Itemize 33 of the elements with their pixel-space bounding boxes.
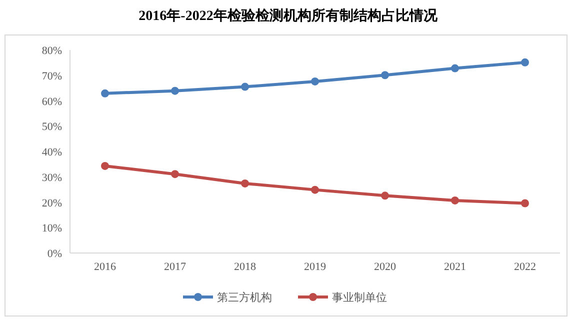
x-tick-label: 2022 xyxy=(514,261,536,273)
y-tick-label: 60% xyxy=(42,96,62,108)
y-tick-label: 70% xyxy=(42,70,62,82)
x-tick-label: 2021 xyxy=(444,261,466,273)
x-tick-label: 2020 xyxy=(374,261,396,273)
point xyxy=(241,179,249,188)
y-tick-label: 30% xyxy=(42,172,62,184)
point xyxy=(101,162,109,170)
point xyxy=(451,64,459,72)
x-tick-label: 2019 xyxy=(304,261,326,273)
y-tick-label: 40% xyxy=(42,146,62,158)
point xyxy=(381,71,389,80)
point xyxy=(311,186,319,194)
y-tick-label: 20% xyxy=(42,197,62,210)
point xyxy=(311,77,319,86)
legend-label: 第三方机构 xyxy=(217,291,272,304)
point xyxy=(521,58,529,66)
x-tick-label: 2017 xyxy=(164,261,186,273)
point xyxy=(381,192,389,200)
y-tick-label: 50% xyxy=(42,121,62,134)
legend-label: 事业制单位 xyxy=(332,291,387,304)
point xyxy=(241,82,249,91)
point xyxy=(171,170,179,178)
y-tick-label: 0% xyxy=(47,248,62,260)
y-tick-label: 80% xyxy=(42,45,62,57)
point xyxy=(101,89,109,98)
point xyxy=(521,199,529,208)
x-tick-label: 2018 xyxy=(234,261,256,273)
point xyxy=(451,196,459,204)
point xyxy=(171,86,179,95)
y-tick-label: 10% xyxy=(42,222,62,235)
x-tick-label: 2016 xyxy=(94,261,116,273)
chart-title: 2016年-2022年检验检测机构所有制结构占比情况 xyxy=(138,8,438,24)
